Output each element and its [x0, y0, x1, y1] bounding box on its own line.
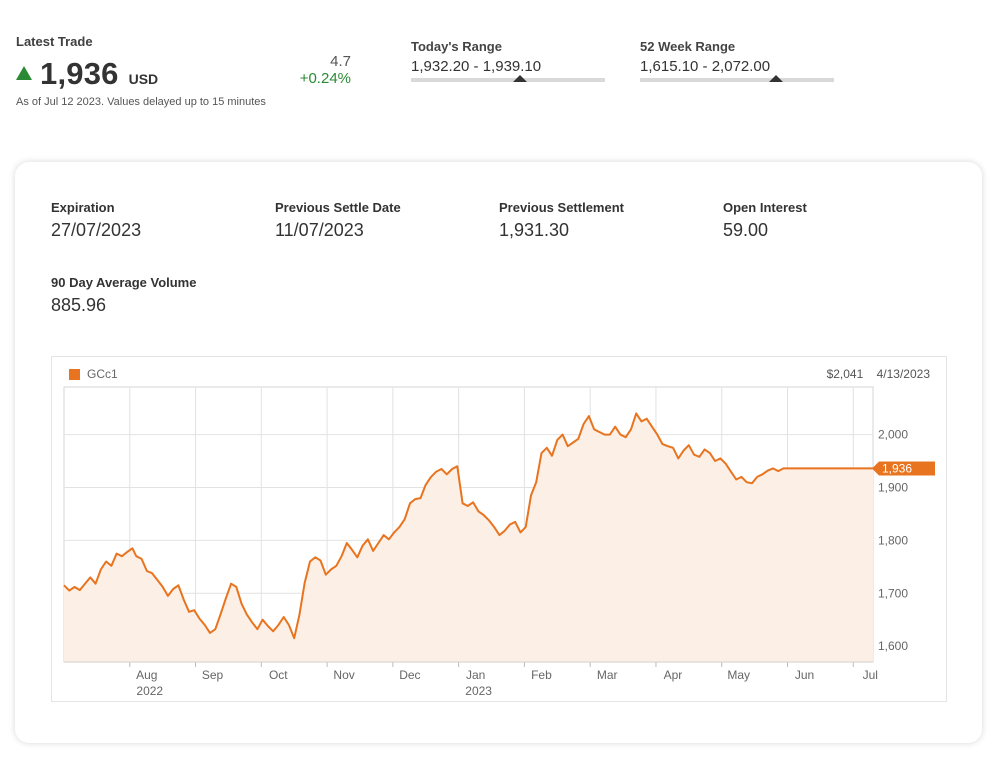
- todays-range-label: Today's Range: [411, 39, 502, 54]
- week52-range-marker-icon: [768, 75, 783, 82]
- week52-range: 52 Week Range 1,615.10 - 2,072.00: [640, 39, 834, 82]
- price-chart[interactable]: GCc1 $2,041 4/13/2023 1,600 1,700 1,800 1,9…: [51, 356, 947, 702]
- week52-range-value: 1,615.10 - 2,072.00: [640, 58, 771, 75]
- todays-range-marker-icon: [512, 75, 527, 82]
- stat-label: Expiration: [51, 200, 115, 215]
- price-change: 4.7 +0.24%: [300, 53, 351, 87]
- up-arrow-icon: [16, 66, 32, 80]
- x-tick-label: Nov: [333, 668, 354, 682]
- week52-range-bar: [640, 75, 834, 82]
- stat-label: Open Interest: [723, 200, 807, 215]
- x-tick-label: Oct: [269, 668, 288, 682]
- last-value-tag: [872, 461, 935, 476]
- stat-expiration: Expiration 27/07/2023: [51, 200, 141, 241]
- latest-price: 1,936: [40, 56, 119, 91]
- y-tick-label: 1,800: [878, 533, 908, 547]
- chart-legend[interactable]: GCc1: [69, 367, 118, 381]
- chart-svg[interactable]: 1,600 1,700 1,800 1,900 2,000 Aug 2022 Sep Oct No…: [52, 357, 948, 703]
- currency-label: USD: [128, 71, 159, 87]
- x-tick-year-label: 2022: [136, 684, 163, 698]
- y-tick-label: 1,700: [878, 586, 908, 600]
- change-absolute: 4.7: [330, 53, 351, 70]
- hover-value: $2,041: [826, 367, 864, 381]
- x-tick-label: Aug: [136, 668, 157, 682]
- x-tick-label: Apr: [664, 668, 683, 682]
- stat-label: Previous Settlement: [499, 200, 624, 215]
- as-of-note: As of Jul 12 2023. Values delayed up to …: [16, 96, 266, 108]
- stat-previous-settle-date: Previous Settle Date 11/07/2023: [275, 200, 401, 241]
- x-tick-label: Jun: [795, 668, 814, 682]
- y-tick-label: 2,000: [878, 428, 908, 442]
- latest-trade-label: Latest Trade: [16, 34, 93, 49]
- series-area: [64, 413, 873, 662]
- stat-value: 1,931.30: [499, 220, 570, 240]
- x-tick-label: Dec: [399, 668, 420, 682]
- x-tick-label: May: [727, 668, 750, 682]
- stat-value: 27/07/2023: [51, 220, 142, 240]
- legend-label: GCc1: [87, 367, 118, 381]
- x-tick-year-label: 2023: [465, 684, 492, 698]
- last-value-label: 1,936: [882, 461, 912, 475]
- stat-value: 11/07/2023: [275, 220, 364, 240]
- hover-date: 4/13/2023: [876, 367, 930, 381]
- stat-open-interest: Open Interest 59.00: [723, 200, 807, 241]
- x-tick-label: Jul: [863, 668, 878, 682]
- x-tick-label: Feb: [531, 668, 552, 682]
- stat-previous-settlement: Previous Settlement 1,931.30: [499, 200, 624, 241]
- price-row: 1,936 USD: [16, 56, 158, 92]
- stat-label: 90 Day Average Volume: [51, 275, 197, 290]
- stat-value: 59.00: [723, 220, 769, 240]
- series-line: [63, 412, 873, 640]
- stat-90-day-average-volume: 90 Day Average Volume 885.96: [51, 275, 196, 316]
- change-percent: +0.24%: [299, 70, 351, 87]
- x-tick-label: Mar: [597, 668, 618, 682]
- y-tick-label: 1,900: [878, 480, 908, 494]
- contract-details-card: Expiration 27/07/2023 Previous Settle Da…: [15, 162, 982, 743]
- legend-swatch: [69, 368, 80, 380]
- stat-label: Previous Settle Date: [275, 200, 401, 215]
- todays-range-bar: [411, 75, 605, 82]
- x-tick-label: Jan: [466, 668, 485, 682]
- y-tick-label: 1,600: [878, 639, 908, 653]
- stat-value: 885.96: [51, 295, 107, 315]
- todays-range: Today's Range 1,932.20 - 1,939.10: [411, 39, 605, 82]
- todays-range-value: 1,932.20 - 1,939.10: [411, 58, 542, 75]
- x-tick-label: Sep: [202, 668, 224, 682]
- week52-range-label: 52 Week Range: [640, 39, 736, 54]
- hover-readout: $2,041 4/13/2023: [827, 367, 930, 381]
